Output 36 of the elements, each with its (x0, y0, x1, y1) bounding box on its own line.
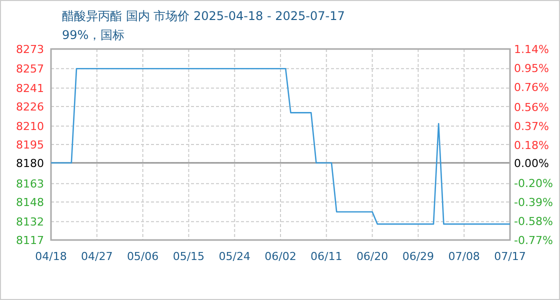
y2-tick-label: -0.20% (514, 177, 553, 190)
y-tick-label: 8117 (16, 234, 44, 247)
x-tick-label: 06/20 (356, 250, 388, 263)
y2-tick-label: 0.18% (514, 139, 549, 152)
y-tick-label: 8132 (16, 216, 44, 229)
x-tick-label: 07/17 (494, 250, 526, 263)
chart-subtitle: 99%，国标 (62, 28, 125, 42)
x-tick-label: 05/24 (218, 250, 250, 263)
y2-tick-label: 0.76% (514, 81, 549, 94)
x-tick-label: 06/02 (264, 250, 296, 263)
x-tick-label: 07/08 (448, 250, 480, 263)
y2-tick-label: 0.56% (514, 101, 549, 114)
x-tick-label: 04/18 (35, 250, 67, 263)
y2-tick-label: -0.77% (514, 234, 553, 247)
line-series (50, 68, 511, 225)
x-tick-label: 06/11 (310, 250, 342, 263)
y2-tick-label: -0.39% (514, 196, 553, 209)
x-tick-label: 06/29 (402, 250, 434, 263)
y-tick-label: 8180 (16, 156, 44, 170)
y-tick-label: 8226 (16, 100, 44, 114)
y2-tick-label: -0.58% (514, 215, 553, 228)
y2-tick-label: 0.95% (514, 62, 549, 75)
x-tick-label: 04/27 (81, 250, 113, 263)
y2-tick-label: 0.37% (514, 120, 549, 133)
y-tick-label: 8257 (16, 62, 44, 76)
x-tick-label: 05/06 (126, 250, 159, 263)
y-tick-label: 8210 (16, 120, 44, 134)
x-tick-label: 05/15 (172, 250, 205, 263)
y-tick-label: 8273 (16, 43, 44, 56)
y-tick-label: 8148 (16, 196, 44, 210)
y-tick-label: 8241 (16, 82, 44, 96)
y-tick-label: 8163 (16, 178, 44, 191)
y2-tick-label: 1.14% (514, 43, 549, 56)
y2-tick-label: 0.00% (514, 157, 549, 170)
chart-title: 醋酸异丙酯 国内 市场价 2025-04-18 - 2025-07-17 (62, 9, 345, 23)
y-tick-label: 8195 (16, 138, 44, 152)
